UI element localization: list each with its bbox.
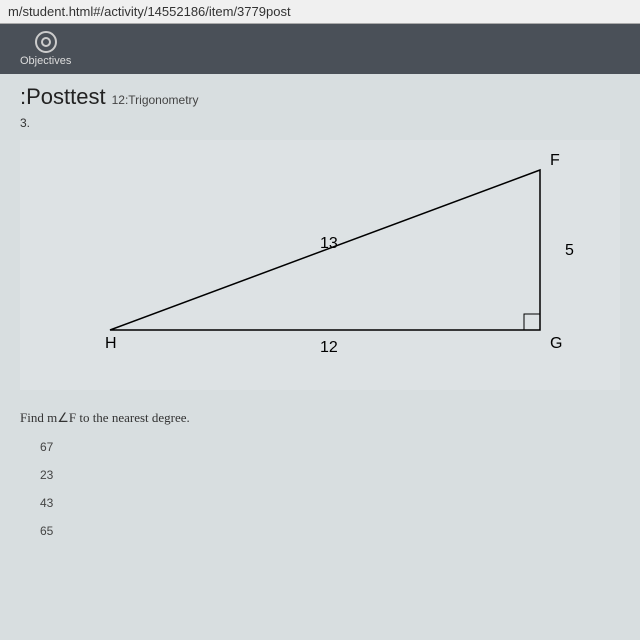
title-main: :Posttest <box>20 84 106 110</box>
triangle-figure: F G H 13 5 12 <box>20 140 620 390</box>
answer-option[interactable]: 67 <box>20 440 620 454</box>
answer-option[interactable]: 43 <box>20 496 620 510</box>
content-area: :Posttest 12:Trigonometry 3. F G H 13 5 … <box>0 74 640 640</box>
title-sub: 12:Trigonometry <box>112 93 199 107</box>
url-text: m/student.html#/activity/14552186/item/3… <box>8 4 291 19</box>
side-label-12: 12 <box>320 339 338 356</box>
right-angle-marker <box>524 314 540 330</box>
question-number: 3. <box>20 116 620 130</box>
vertex-label-G: G <box>550 335 562 352</box>
vertex-label-H: H <box>105 335 117 352</box>
target-icon <box>35 31 57 53</box>
nav-bar: Objectives <box>0 24 640 74</box>
answer-option[interactable]: 65 <box>20 524 620 538</box>
nav-objectives-label: Objectives <box>20 55 71 67</box>
triangle-svg: F G H 13 5 12 <box>20 140 620 380</box>
answer-option[interactable]: 23 <box>20 468 620 482</box>
nav-objectives[interactable]: Objectives <box>10 29 81 69</box>
url-bar: m/student.html#/activity/14552186/item/3… <box>0 0 640 24</box>
question-prompt: Find m∠F to the nearest degree. <box>20 410 620 426</box>
page-title: :Posttest 12:Trigonometry <box>20 84 620 110</box>
vertex-label-F: F <box>550 152 560 169</box>
side-label-5: 5 <box>565 242 574 259</box>
side-label-13: 13 <box>320 235 338 252</box>
